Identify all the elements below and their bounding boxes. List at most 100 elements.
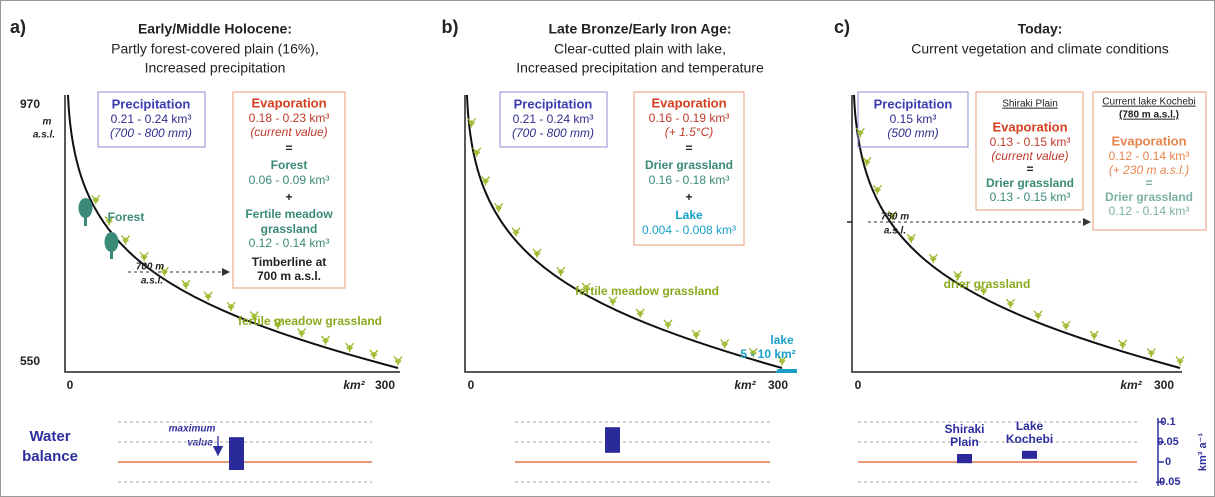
label: Drier grassland (1105, 190, 1193, 204)
box-title: Evaporation (651, 95, 726, 110)
label: 700 m (136, 262, 164, 273)
label: a.s.l. (884, 226, 906, 237)
grass (296, 327, 307, 339)
x-label: 0 (67, 378, 74, 392)
grass (663, 319, 673, 330)
panel-title: Early/Middle Holocene: (138, 21, 292, 37)
water-balance-bar (957, 454, 972, 464)
label: fertile meadow grassland (238, 314, 382, 328)
label: 0.06 - 0.09 km³ (249, 173, 330, 187)
axis-unit: km³ a⁻¹ (1197, 433, 1209, 472)
precipitation-box (499, 91, 608, 148)
grass (1146, 347, 1156, 359)
grass (720, 338, 730, 350)
label: 0.12 - 0.14 km³ (1109, 149, 1190, 163)
label: 0.13 - 0.15 km³ (990, 190, 1071, 204)
bar-label: Shiraki (944, 422, 984, 436)
label: 5 - 10 km² (740, 347, 795, 361)
label: 780 m (881, 212, 909, 223)
panel-b (464, 91, 797, 373)
label: Shiraki Plain (1002, 99, 1058, 110)
grass (1089, 330, 1099, 341)
box-title: Evaporation (1111, 133, 1186, 148)
label: Forest (271, 158, 308, 172)
label: (current value) (250, 125, 327, 139)
panel-label: a) (10, 17, 26, 37)
precipitation-box (97, 91, 206, 148)
label: 0.21 - 0.24 km³ (111, 112, 192, 126)
box-title: Precipitation (874, 96, 953, 111)
grass (345, 342, 355, 353)
label: = (1026, 162, 1033, 176)
grass (511, 227, 521, 238)
label: maximum (169, 424, 216, 435)
panel-subtitle: Partly forest-covered plain (16%), (111, 41, 319, 57)
label: Drier grassland (645, 158, 733, 172)
label: Current lake Kochebi (1102, 97, 1195, 108)
x-label: 300 (768, 378, 788, 392)
label: Water (29, 428, 70, 445)
panel-title: Late Bronze/Early Iron Age: (548, 21, 731, 37)
panel-a (64, 91, 400, 457)
terrain-curve (67, 94, 399, 369)
y-unit: a.s.l. (33, 130, 55, 141)
box-title: Precipitation (112, 96, 191, 111)
label: value (187, 438, 213, 449)
grass (1175, 355, 1185, 367)
panel-label: c) (834, 17, 850, 37)
label: Timberline at (252, 255, 326, 269)
grass (393, 355, 403, 367)
label: lake (770, 333, 794, 347)
label: (+ 1.5°C) (665, 125, 713, 139)
grass (928, 253, 938, 264)
label: (700 - 800 mm) (512, 126, 594, 140)
bar-label: Lake (1016, 419, 1044, 433)
label: fertile meadow grassland (575, 284, 719, 298)
label: 0.16 - 0.19 km³ (649, 111, 730, 125)
kochebi-box (1092, 91, 1207, 231)
y-unit: m (43, 117, 52, 128)
x-label: 0 (855, 378, 862, 392)
label: Forest (108, 210, 145, 224)
grass (532, 248, 542, 259)
grass (226, 301, 236, 312)
box-title: Evaporation (251, 95, 326, 110)
grass (1005, 298, 1016, 309)
label: 0.21 - 0.24 km³ (513, 112, 594, 126)
label: = (685, 141, 692, 155)
water-balance-bar (605, 427, 620, 453)
grass (139, 251, 149, 263)
label: 0.15 km³ (890, 112, 937, 126)
grass (1061, 320, 1071, 331)
label: 0.12 - 0.14 km³ (249, 236, 330, 250)
panel-subtitle: Current vegetation and climate condition… (911, 41, 1169, 57)
grass (556, 266, 566, 277)
grass (181, 279, 191, 290)
tree (78, 198, 93, 226)
water-balance-bar (229, 437, 244, 470)
x-unit: km² (734, 378, 756, 392)
box-title: Precipitation (514, 96, 593, 111)
box-title: Evaporation (992, 119, 1067, 134)
evaporation-box (633, 91, 745, 246)
panel-c (847, 91, 1207, 373)
x-label: 300 (1154, 378, 1174, 392)
label: (+ 230 m a.s.l.) (1109, 163, 1189, 177)
label: Drier grassland (986, 176, 1074, 190)
grass (906, 233, 916, 244)
grass (1033, 310, 1043, 321)
y-tick-label: 0.1 (1160, 416, 1175, 428)
y-label: 550 (20, 354, 40, 368)
label: + (285, 190, 292, 204)
label: balance (22, 448, 78, 465)
x-label: 300 (375, 378, 395, 392)
grass (320, 335, 331, 346)
label: 0.12 - 0.14 km³ (1109, 204, 1190, 218)
panel-title: Today: (1018, 21, 1063, 37)
grass (369, 349, 379, 360)
label: = (285, 141, 292, 155)
grass (691, 329, 701, 340)
lake-shape (775, 369, 797, 373)
